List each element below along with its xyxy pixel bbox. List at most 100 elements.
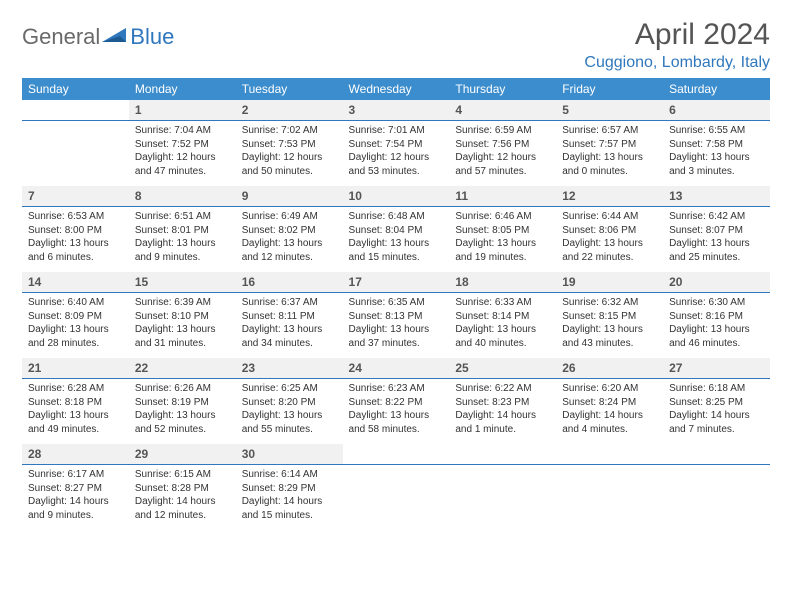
day-number: 20 bbox=[663, 272, 770, 293]
sunrise-text: Sunrise: 6:17 AM bbox=[28, 468, 123, 482]
day1-text: Daylight: 13 hours bbox=[455, 237, 550, 251]
sunset-text: Sunset: 8:07 PM bbox=[669, 224, 764, 238]
location-label: Cuggiono, Lombardy, Italy bbox=[584, 54, 770, 72]
day-number: 19 bbox=[556, 272, 663, 293]
sunrise-text: Sunrise: 6:39 AM bbox=[135, 296, 230, 310]
day-cell: Sunrise: 7:02 AMSunset: 7:53 PMDaylight:… bbox=[236, 121, 343, 187]
day-number: 18 bbox=[449, 272, 556, 293]
day2-text: and 31 minutes. bbox=[135, 337, 230, 351]
sunset-text: Sunset: 8:25 PM bbox=[669, 396, 764, 410]
dow-header: Tuesday bbox=[236, 78, 343, 100]
day-cell bbox=[556, 465, 663, 531]
day2-text: and 47 minutes. bbox=[135, 165, 230, 179]
day-cell: Sunrise: 6:28 AMSunset: 8:18 PMDaylight:… bbox=[22, 379, 129, 445]
day-number: 8 bbox=[129, 186, 236, 207]
day-cell: Sunrise: 6:26 AMSunset: 8:19 PMDaylight:… bbox=[129, 379, 236, 445]
day-cell: Sunrise: 7:04 AMSunset: 7:52 PMDaylight:… bbox=[129, 121, 236, 187]
daynum-row: 14151617181920 bbox=[22, 272, 770, 293]
day-cell: Sunrise: 6:35 AMSunset: 8:13 PMDaylight:… bbox=[343, 293, 450, 359]
day-cell: Sunrise: 6:53 AMSunset: 8:00 PMDaylight:… bbox=[22, 207, 129, 273]
sunrise-text: Sunrise: 6:44 AM bbox=[562, 210, 657, 224]
day-cell: Sunrise: 6:59 AMSunset: 7:56 PMDaylight:… bbox=[449, 121, 556, 187]
sunset-text: Sunset: 8:01 PM bbox=[135, 224, 230, 238]
sunrise-text: Sunrise: 6:20 AM bbox=[562, 382, 657, 396]
day-cell bbox=[343, 465, 450, 531]
sunrise-text: Sunrise: 6:28 AM bbox=[28, 382, 123, 396]
sunset-text: Sunset: 8:22 PM bbox=[349, 396, 444, 410]
day2-text: and 12 minutes. bbox=[242, 251, 337, 265]
logo-text-blue: Blue bbox=[130, 24, 174, 50]
day1-text: Daylight: 13 hours bbox=[242, 237, 337, 251]
day1-text: Daylight: 14 hours bbox=[242, 495, 337, 509]
day-number: 24 bbox=[343, 358, 450, 379]
day2-text: and 9 minutes. bbox=[28, 509, 123, 523]
day-number: 26 bbox=[556, 358, 663, 379]
sunset-text: Sunset: 8:18 PM bbox=[28, 396, 123, 410]
sunset-text: Sunset: 8:28 PM bbox=[135, 482, 230, 496]
day-number: 6 bbox=[663, 100, 770, 121]
day-number: 15 bbox=[129, 272, 236, 293]
day1-text: Daylight: 13 hours bbox=[669, 151, 764, 165]
day-cell: Sunrise: 6:22 AMSunset: 8:23 PMDaylight:… bbox=[449, 379, 556, 445]
day2-text: and 15 minutes. bbox=[242, 509, 337, 523]
sunrise-text: Sunrise: 6:48 AM bbox=[349, 210, 444, 224]
day-number: 16 bbox=[236, 272, 343, 293]
day-cell: Sunrise: 6:40 AMSunset: 8:09 PMDaylight:… bbox=[22, 293, 129, 359]
logo: General Blue bbox=[22, 24, 174, 50]
day1-text: Daylight: 14 hours bbox=[669, 409, 764, 423]
day1-text: Daylight: 14 hours bbox=[455, 409, 550, 423]
day2-text: and 40 minutes. bbox=[455, 337, 550, 351]
day1-text: Daylight: 13 hours bbox=[135, 323, 230, 337]
sunrise-text: Sunrise: 6:42 AM bbox=[669, 210, 764, 224]
daynum-row: 21222324252627 bbox=[22, 358, 770, 379]
sunset-text: Sunset: 7:56 PM bbox=[455, 138, 550, 152]
day1-text: Daylight: 13 hours bbox=[135, 409, 230, 423]
day-cell: Sunrise: 6:17 AMSunset: 8:27 PMDaylight:… bbox=[22, 465, 129, 531]
sunrise-text: Sunrise: 6:40 AM bbox=[28, 296, 123, 310]
sunset-text: Sunset: 8:13 PM bbox=[349, 310, 444, 324]
sunrise-text: Sunrise: 6:32 AM bbox=[562, 296, 657, 310]
sunset-text: Sunset: 8:05 PM bbox=[455, 224, 550, 238]
day-cell: Sunrise: 6:42 AMSunset: 8:07 PMDaylight:… bbox=[663, 207, 770, 273]
sunset-text: Sunset: 7:54 PM bbox=[349, 138, 444, 152]
day2-text: and 0 minutes. bbox=[562, 165, 657, 179]
sunrise-text: Sunrise: 6:26 AM bbox=[135, 382, 230, 396]
day2-text: and 1 minute. bbox=[455, 423, 550, 437]
day-cell: Sunrise: 6:48 AMSunset: 8:04 PMDaylight:… bbox=[343, 207, 450, 273]
sunrise-text: Sunrise: 6:46 AM bbox=[455, 210, 550, 224]
day1-text: Daylight: 13 hours bbox=[669, 237, 764, 251]
day-number: 1 bbox=[129, 100, 236, 121]
day1-text: Daylight: 13 hours bbox=[28, 323, 123, 337]
day2-text: and 3 minutes. bbox=[669, 165, 764, 179]
content-row: Sunrise: 7:04 AMSunset: 7:52 PMDaylight:… bbox=[22, 121, 770, 187]
day2-text: and 52 minutes. bbox=[135, 423, 230, 437]
sunset-text: Sunset: 8:09 PM bbox=[28, 310, 123, 324]
sunset-text: Sunset: 8:02 PM bbox=[242, 224, 337, 238]
sunrise-text: Sunrise: 6:33 AM bbox=[455, 296, 550, 310]
daynum-row: 123456 bbox=[22, 100, 770, 121]
sunrise-text: Sunrise: 6:18 AM bbox=[669, 382, 764, 396]
daynum-row: 78910111213 bbox=[22, 186, 770, 207]
day2-text: and 49 minutes. bbox=[28, 423, 123, 437]
day-number bbox=[22, 100, 129, 121]
sunset-text: Sunset: 8:11 PM bbox=[242, 310, 337, 324]
day1-text: Daylight: 13 hours bbox=[349, 323, 444, 337]
day-cell: Sunrise: 6:39 AMSunset: 8:10 PMDaylight:… bbox=[129, 293, 236, 359]
dow-header: Sunday bbox=[22, 78, 129, 100]
day2-text: and 28 minutes. bbox=[28, 337, 123, 351]
day-cell: Sunrise: 6:25 AMSunset: 8:20 PMDaylight:… bbox=[236, 379, 343, 445]
day-number: 23 bbox=[236, 358, 343, 379]
day-cell: Sunrise: 6:51 AMSunset: 8:01 PMDaylight:… bbox=[129, 207, 236, 273]
content-row: Sunrise: 6:53 AMSunset: 8:00 PMDaylight:… bbox=[22, 207, 770, 273]
day-number bbox=[556, 444, 663, 465]
day2-text: and 15 minutes. bbox=[349, 251, 444, 265]
sunset-text: Sunset: 8:04 PM bbox=[349, 224, 444, 238]
day2-text: and 9 minutes. bbox=[135, 251, 230, 265]
sunset-text: Sunset: 8:29 PM bbox=[242, 482, 337, 496]
sunset-text: Sunset: 7:52 PM bbox=[135, 138, 230, 152]
day2-text: and 25 minutes. bbox=[669, 251, 764, 265]
sunrise-text: Sunrise: 7:02 AM bbox=[242, 124, 337, 138]
sunset-text: Sunset: 8:27 PM bbox=[28, 482, 123, 496]
day-cell bbox=[663, 465, 770, 531]
sunrise-text: Sunrise: 6:51 AM bbox=[135, 210, 230, 224]
